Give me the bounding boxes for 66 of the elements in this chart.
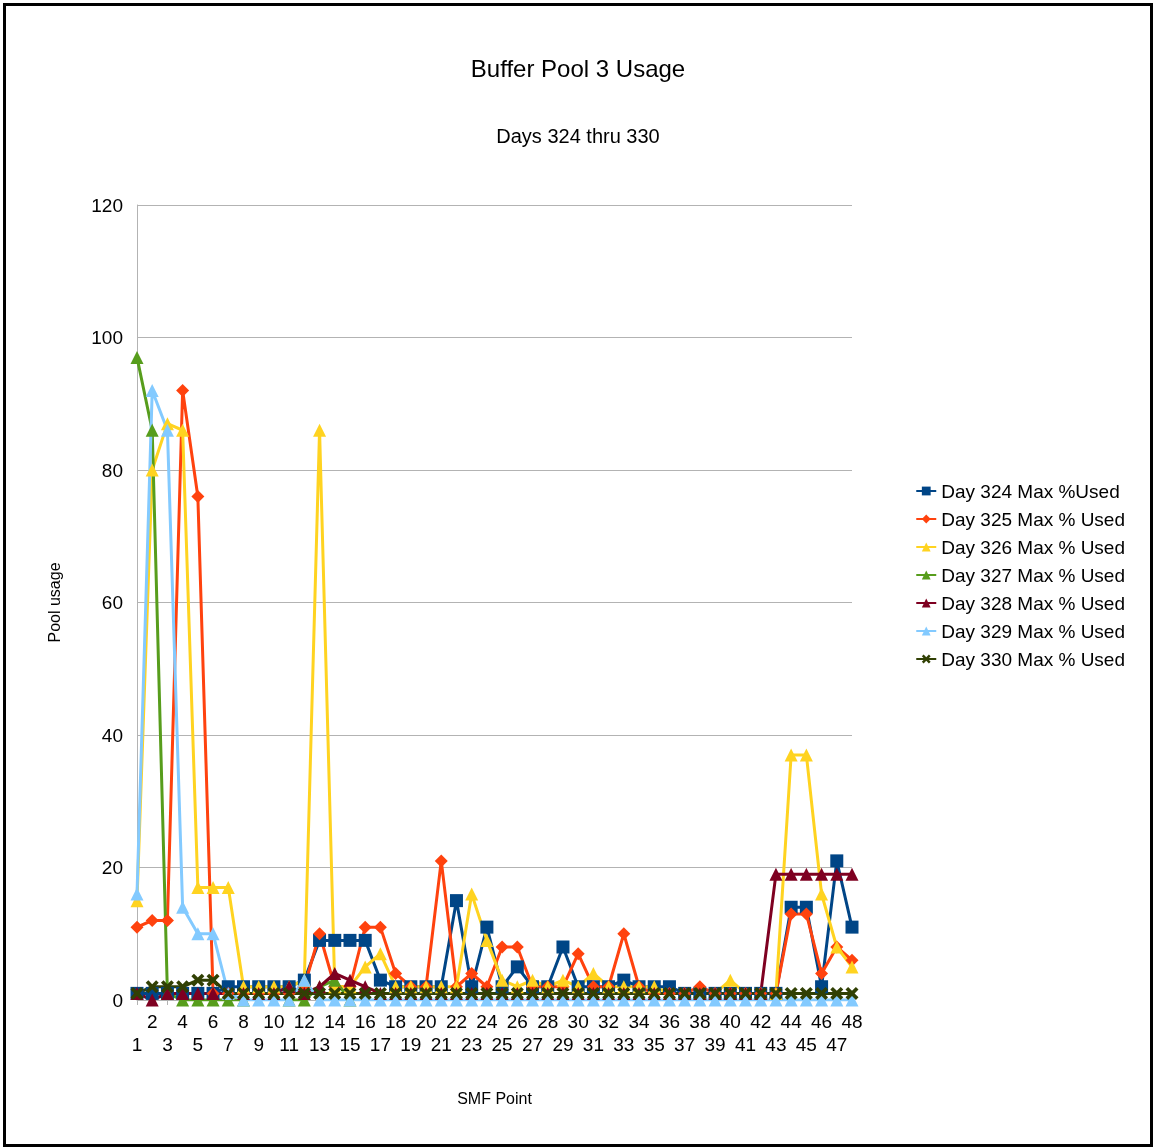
x-tick-label: 36 xyxy=(658,1011,681,1032)
x-tick-label: 15 xyxy=(339,1034,361,1055)
x-tick-label: 34 xyxy=(628,1011,651,1032)
legend-label: Day 324 Max %Used xyxy=(941,480,1120,502)
x-tick-label: 6 xyxy=(207,1011,219,1032)
x-tick-label: 41 xyxy=(734,1034,757,1055)
legend-label: Day 330 Max % Used xyxy=(941,648,1125,670)
x-tick-label: 28 xyxy=(537,1011,559,1032)
x-tick-label: 35 xyxy=(643,1034,665,1055)
x-tick-label: 3 xyxy=(162,1034,173,1055)
x-tick-label: 46 xyxy=(811,1011,833,1032)
x-tick-label: 43 xyxy=(765,1034,787,1055)
x-tick-label: 7 xyxy=(222,1034,234,1055)
x-tick-label: 38 xyxy=(689,1011,711,1032)
x-tick-label: 4 xyxy=(177,1011,189,1032)
x-tick-label: 1 xyxy=(131,1034,143,1055)
x-tick-label: 40 xyxy=(719,1011,741,1032)
y-tick-label: 80 xyxy=(101,459,123,481)
x-tick-label: 47 xyxy=(826,1034,848,1055)
x-tick-label: 19 xyxy=(400,1034,422,1055)
x-tick-label: 20 xyxy=(415,1011,437,1032)
x-tick-label: 21 xyxy=(430,1034,452,1055)
x-tick-label: 23 xyxy=(461,1034,483,1055)
y-tick-label: 120 xyxy=(91,194,123,216)
chart-subtitle: Days 324 thru 330 xyxy=(496,125,660,147)
legend-label: Day 329 Max % Used xyxy=(941,620,1125,642)
x-tick-label: 37 xyxy=(674,1034,696,1055)
legend-label: Day 325 Max % Used xyxy=(941,508,1125,530)
x-tick-label: 30 xyxy=(567,1011,589,1032)
x-tick-label: 42 xyxy=(750,1011,772,1032)
y-tick-label: 60 xyxy=(101,592,123,613)
x-tick-label: 26 xyxy=(506,1011,528,1032)
x-tick-label: 22 xyxy=(445,1011,468,1032)
x-tick-label: 17 xyxy=(369,1034,391,1055)
x-axis-title: SMF Point xyxy=(457,1089,533,1107)
legend-label: Day 327 Max % Used xyxy=(941,564,1125,586)
x-tick-label: 24 xyxy=(476,1011,498,1032)
y-tick-label: 0 xyxy=(112,989,123,1011)
x-tick-label: 16 xyxy=(354,1011,376,1032)
y-tick-label: 20 xyxy=(101,857,123,878)
x-tick-label: 18 xyxy=(385,1011,407,1032)
x-tick-label: 33 xyxy=(613,1034,635,1055)
x-tick-label: 11 xyxy=(279,1034,299,1055)
x-tick-label: 25 xyxy=(491,1034,513,1055)
x-tick-label: 13 xyxy=(308,1034,331,1055)
x-tick-label: 29 xyxy=(552,1034,574,1055)
x-tick-label: 12 xyxy=(293,1011,315,1032)
x-tick-label: 9 xyxy=(253,1034,264,1055)
x-tick-label: 39 xyxy=(704,1034,726,1055)
legend-label: Day 326 Max % Used xyxy=(941,536,1125,558)
chart-title: Buffer Pool 3 Usage xyxy=(470,54,686,82)
x-tick-label: 32 xyxy=(598,1011,620,1032)
x-tick-label: 5 xyxy=(192,1034,204,1055)
y-axis-title: Pool usage xyxy=(45,562,63,643)
legend-label: Day 328 Max % Used xyxy=(941,592,1125,614)
x-tick-label: 31 xyxy=(582,1034,604,1055)
x-tick-label: 8 xyxy=(238,1011,249,1032)
x-tick-label: 44 xyxy=(780,1011,803,1032)
x-tick-label: 45 xyxy=(795,1034,817,1055)
x-tick-label: 10 xyxy=(263,1011,285,1032)
x-tick-label: 14 xyxy=(324,1011,346,1032)
x-tick-label: 48 xyxy=(841,1011,863,1032)
y-tick-label: 40 xyxy=(101,724,123,746)
x-tick-label: 27 xyxy=(521,1034,544,1055)
x-tick-label: 2 xyxy=(146,1011,158,1032)
y-tick-label: 100 xyxy=(91,327,123,348)
